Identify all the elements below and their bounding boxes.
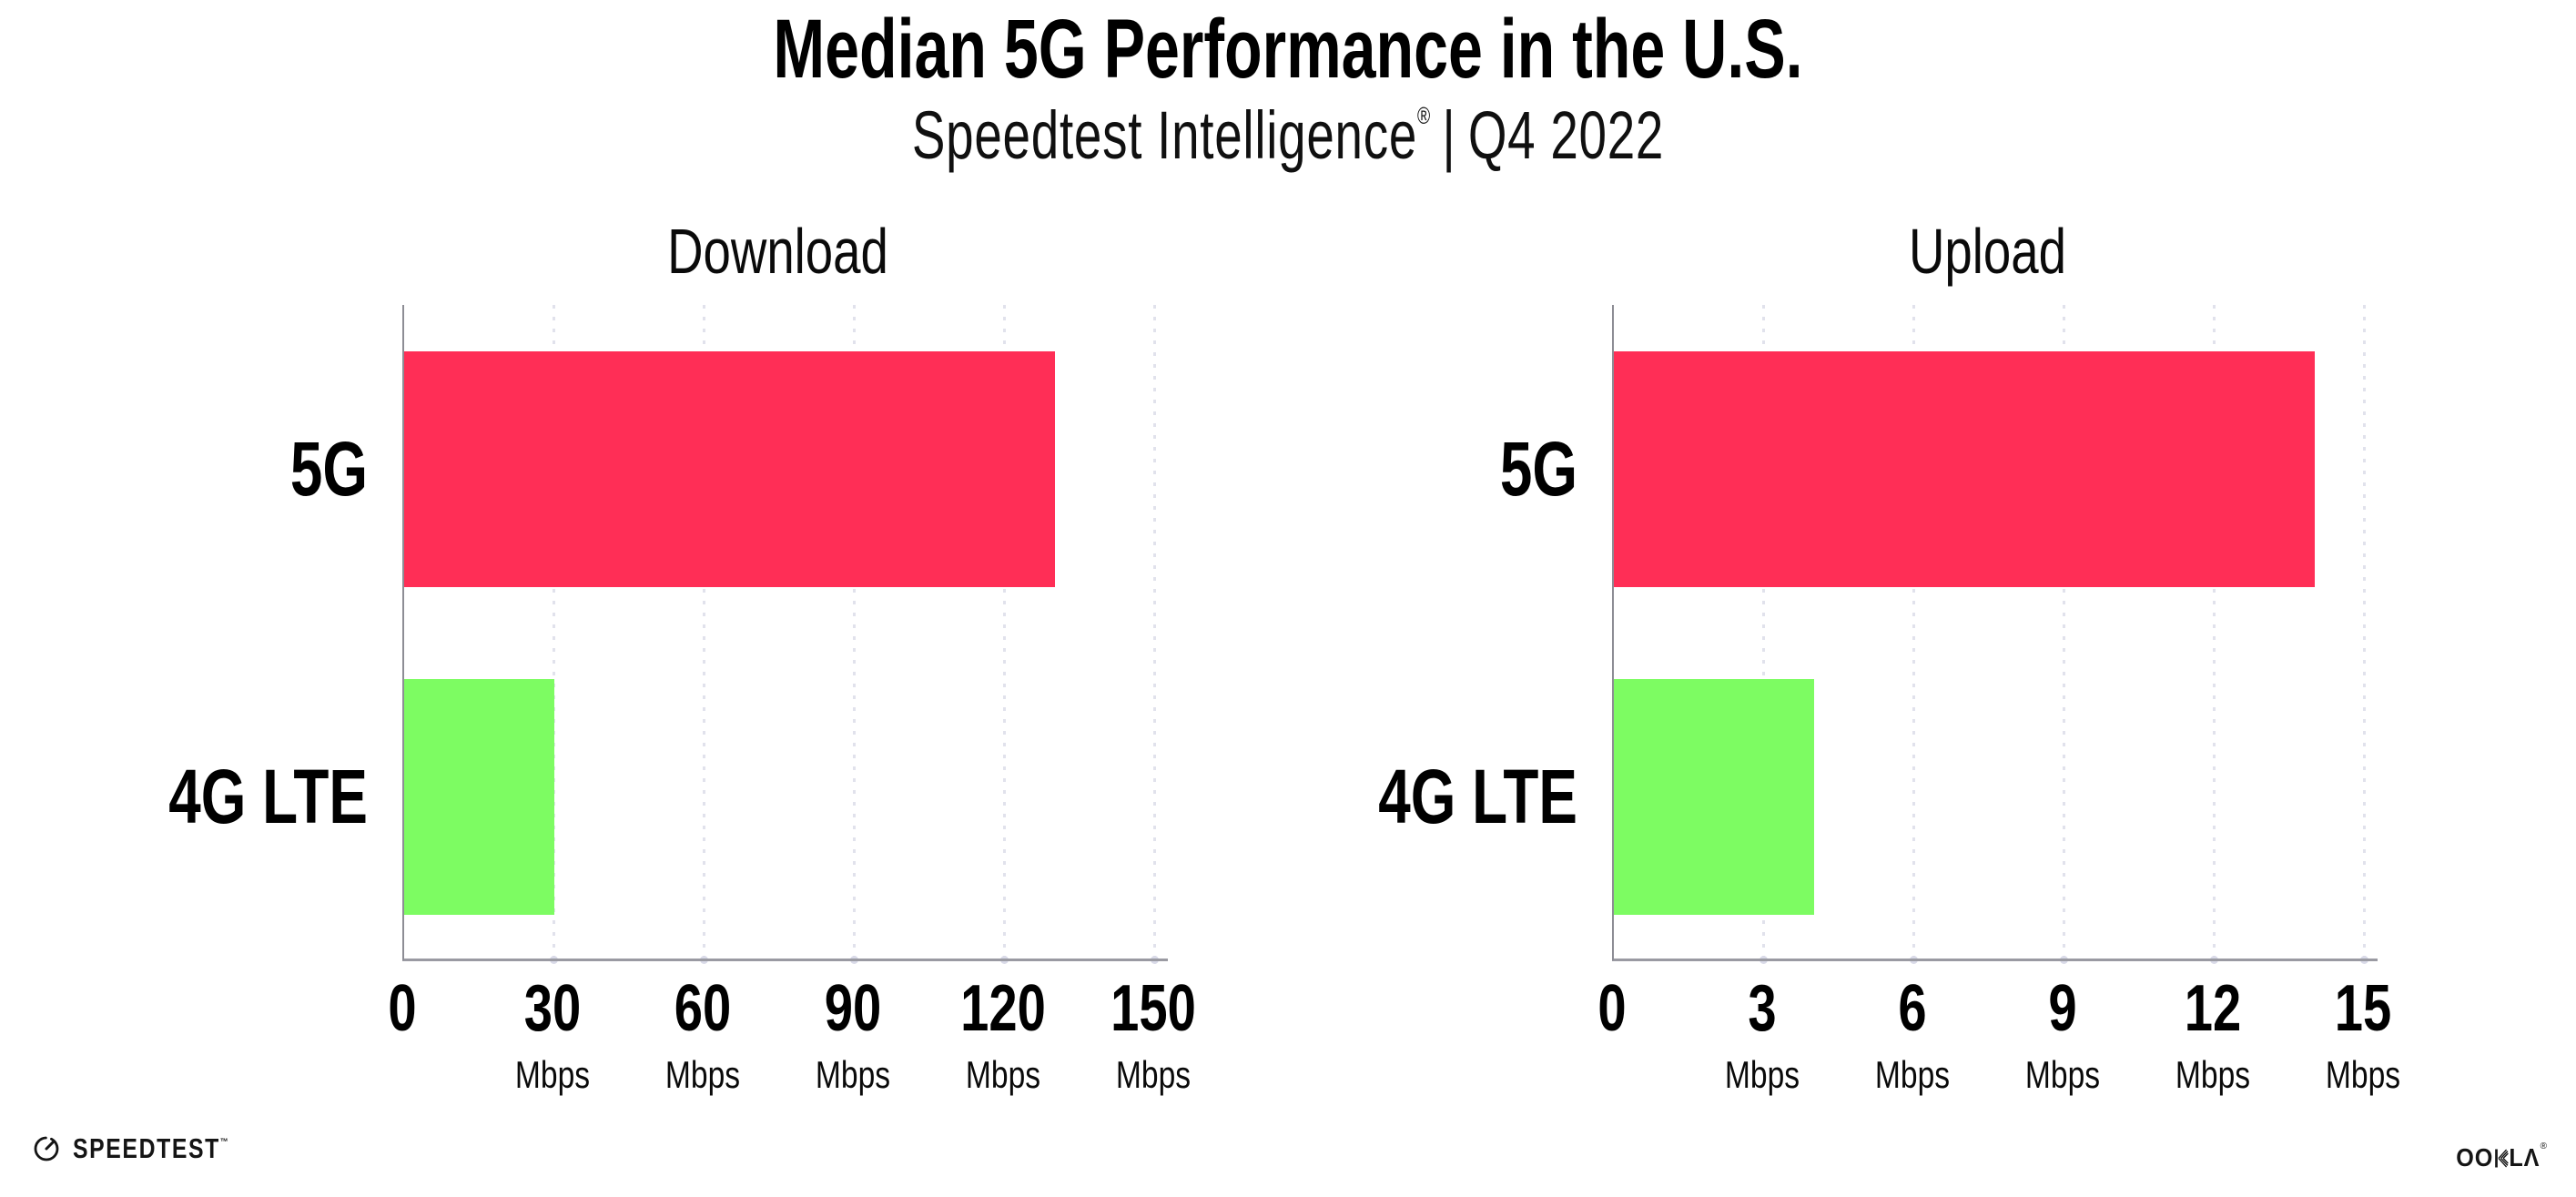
gridline (2063, 305, 2065, 959)
x-tick-unit-label: Mbps (1724, 1053, 1800, 1096)
registered-trademark-icon: ® (2540, 1141, 2547, 1151)
x-tick-unit-label: Mbps (514, 1053, 591, 1096)
y-axis-line (1612, 305, 1614, 960)
category-label: 4G LTE (168, 753, 368, 839)
download-chart-title: Download (667, 216, 888, 287)
registered-trademark-icon: ® (1417, 102, 1431, 129)
x-tick-unit-label: Mbps (965, 1053, 1041, 1096)
gridline (703, 305, 705, 959)
x-tick-label: 12 (2184, 972, 2242, 1045)
page-title: Median 5G Performance in the U.S. (773, 3, 1803, 96)
gridline (2213, 305, 2216, 959)
gridline (553, 305, 555, 959)
gridline (1003, 305, 1006, 959)
x-tick-label: 0 (1597, 972, 1627, 1045)
upload-chart-title: Upload (1908, 216, 2067, 287)
download-plot-area (402, 305, 1168, 964)
gridline (2363, 305, 2366, 959)
y-axis-line (402, 305, 404, 960)
bar-5g-upload (1614, 350, 2315, 587)
trademark-icon: ™ (219, 1137, 228, 1148)
gridline (1153, 305, 1156, 959)
x-tick-label: 6 (1898, 972, 1927, 1045)
x-tick-unit-label: Mbps (664, 1053, 741, 1096)
gridline (853, 305, 856, 959)
x-tick-label: 3 (1748, 972, 1777, 1045)
bar-4g-lte-download (404, 678, 554, 915)
x-axis-line (1612, 959, 2378, 961)
category-label: 4G LTE (1378, 753, 1577, 839)
subtitle-separator: | (1442, 97, 1456, 173)
upload-plot-area (1612, 305, 2378, 964)
x-tick-unit-label: Mbps (2325, 1053, 2401, 1096)
x-tick-unit-label: Mbps (1115, 1053, 1192, 1096)
speedtest-wordmark: SPEEDTEST™ (73, 1132, 228, 1164)
speedtest-gauge-icon (34, 1136, 59, 1161)
x-tick-label: 15 (2334, 972, 2392, 1045)
gridline (1912, 305, 1915, 959)
x-tick-unit-label: Mbps (2024, 1053, 2101, 1096)
category-label: 5G (289, 425, 368, 512)
x-tick-label: 0 (388, 972, 417, 1045)
x-tick-label: 60 (674, 972, 732, 1045)
x-axis-line (402, 959, 1168, 961)
x-tick-label: 9 (2048, 972, 2077, 1045)
ookla-k-icon (2495, 1148, 2509, 1168)
subtitle-brand: Speedtest Intelligence (911, 97, 1418, 173)
bar-4g-lte-upload (1614, 678, 1814, 915)
x-tick-unit-label: Mbps (2175, 1053, 2251, 1096)
x-tick-label: 150 (1111, 972, 1196, 1045)
ookla-wordmark: OO LΛ (2457, 1143, 2541, 1172)
category-label: 5G (1499, 425, 1577, 512)
x-tick-unit-label: Mbps (815, 1053, 891, 1096)
subtitle: Speedtest Intelligence® | Q4 2022 (335, 98, 2241, 172)
ookla-oo: OO (2456, 1143, 2494, 1172)
x-tick-unit-label: Mbps (1874, 1053, 1951, 1096)
bar-5g-download (404, 350, 1055, 587)
gridline (1762, 305, 1765, 959)
x-tick-label: 90 (824, 972, 882, 1045)
subtitle-period: Q4 2022 (1467, 97, 1665, 173)
x-tick-label: 30 (523, 972, 582, 1045)
x-tick-label: 120 (960, 972, 1046, 1045)
speedtest-logo: SPEEDTEST™ (33, 1132, 267, 1165)
ookla-logo: OO LΛ ® (2447, 1141, 2547, 1172)
ookla-la: LΛ (2509, 1143, 2541, 1172)
